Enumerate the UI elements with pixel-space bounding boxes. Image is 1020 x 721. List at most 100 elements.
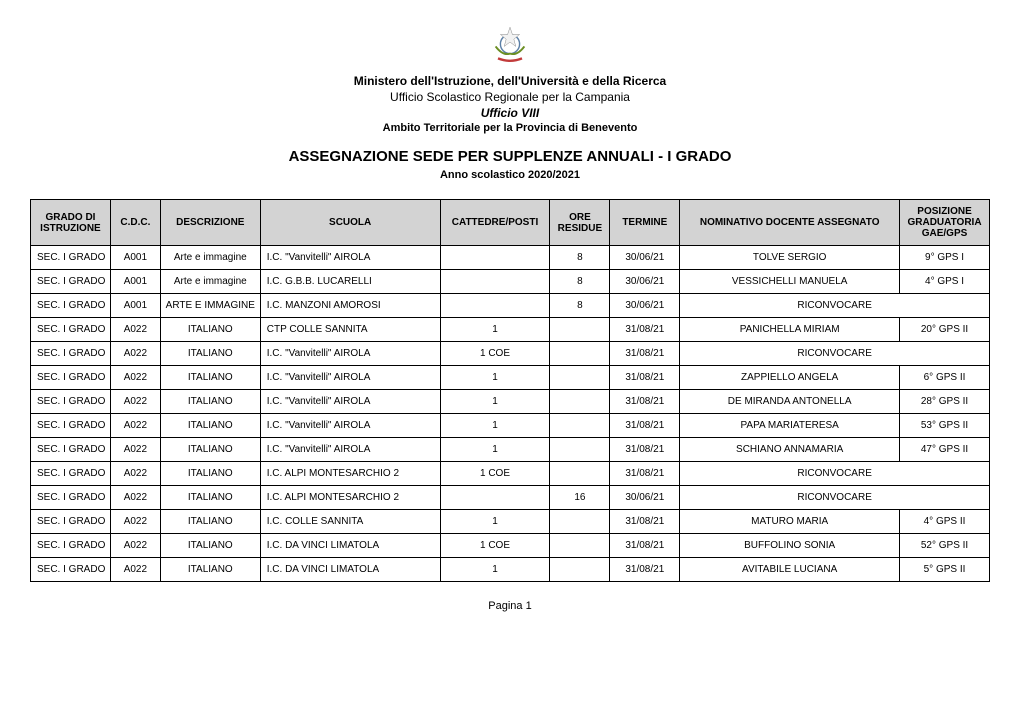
table-cell: 31/08/21 xyxy=(610,462,680,486)
assignments-table: GRADO DI ISTRUZIONE C.D.C. DESCRIZIONE S… xyxy=(30,199,990,582)
table-cell: ITALIANO xyxy=(160,318,260,342)
col-header-ore: ORE RESIDUE xyxy=(550,200,610,246)
table-cell: ITALIANO xyxy=(160,390,260,414)
table-cell: I.C. "Vanvitelli" AIROLA xyxy=(260,342,440,366)
table-cell: 30/06/21 xyxy=(610,246,680,270)
table-cell: VESSICHELLI MANUELA xyxy=(680,270,900,294)
table-cell: A022 xyxy=(110,342,160,366)
table-cell: ITALIANO xyxy=(160,534,260,558)
table-cell: 20° GPS II xyxy=(900,318,990,342)
table-header: GRADO DI ISTRUZIONE C.D.C. DESCRIZIONE S… xyxy=(31,200,990,246)
table-cell: SEC. I GRADO xyxy=(31,438,111,462)
table-cell: 9° GPS I xyxy=(900,246,990,270)
col-header-grado: GRADO DI ISTRUZIONE xyxy=(31,200,111,246)
table-cell: A022 xyxy=(110,510,160,534)
table-cell: 28° GPS II xyxy=(900,390,990,414)
table-row: SEC. I GRADOA022ITALIANOI.C. "Vanvitelli… xyxy=(31,414,990,438)
table-cell: 1 COE xyxy=(440,534,550,558)
table-cell: I.C. "Vanvitelli" AIROLA xyxy=(260,438,440,462)
table-cell: 5° GPS II xyxy=(900,558,990,582)
table-cell: I.C. ALPI MONTESARCHIO 2 xyxy=(260,486,440,510)
table-row: SEC. I GRADOA022ITALIANOI.C. "Vanvitelli… xyxy=(31,366,990,390)
ministry-name: Ministero dell'Istruzione, dell'Universi… xyxy=(30,74,990,88)
table-cell: SEC. I GRADO xyxy=(31,510,111,534)
table-cell: 31/08/21 xyxy=(610,558,680,582)
table-cell: ITALIANO xyxy=(160,462,260,486)
table-cell: 31/08/21 xyxy=(610,318,680,342)
table-cell xyxy=(550,558,610,582)
table-cell: 6° GPS II xyxy=(900,366,990,390)
table-cell: SEC. I GRADO xyxy=(31,270,111,294)
table-cell: 1 COE xyxy=(440,462,550,486)
table-cell xyxy=(440,270,550,294)
table-cell: I.C. MANZONI AMOROSI xyxy=(260,294,440,318)
table-row: SEC. I GRADOA001Arte e immagineI.C. "Van… xyxy=(31,246,990,270)
table-cell: SEC. I GRADO xyxy=(31,558,111,582)
table-cell: I.C. DA VINCI LIMATOLA xyxy=(260,558,440,582)
table-cell: I.C. ALPI MONTESARCHIO 2 xyxy=(260,462,440,486)
table-cell: 30/06/21 xyxy=(610,270,680,294)
table-cell xyxy=(550,534,610,558)
table-cell-merged: RICONVOCARE xyxy=(680,462,990,486)
table-cell xyxy=(550,510,610,534)
table-row: SEC. I GRADOA022ITALIANOI.C. ALPI MONTES… xyxy=(31,486,990,510)
table-cell: ZAPPIELLO ANGELA xyxy=(680,366,900,390)
table-cell xyxy=(440,486,550,510)
table-cell: 8 xyxy=(550,270,610,294)
table-cell: PAPA MARIATERESA xyxy=(680,414,900,438)
table-cell: 4° GPS I xyxy=(900,270,990,294)
territorial-ambit: Ambito Territoriale per la Provincia di … xyxy=(30,122,990,134)
table-cell: ITALIANO xyxy=(160,486,260,510)
table-cell: 1 xyxy=(440,438,550,462)
table-cell: TOLVE SERGIO xyxy=(680,246,900,270)
table-row: SEC. I GRADOA022ITALIANOCTP COLLE SANNIT… xyxy=(31,318,990,342)
col-header-scuola: SCUOLA xyxy=(260,200,440,246)
table-cell: 30/06/21 xyxy=(610,486,680,510)
table-cell: A022 xyxy=(110,438,160,462)
table-cell xyxy=(550,390,610,414)
table-cell xyxy=(550,438,610,462)
table-cell: 1 COE xyxy=(440,342,550,366)
table-cell: I.C. "Vanvitelli" AIROLA xyxy=(260,246,440,270)
table-cell: CTP COLLE SANNITA xyxy=(260,318,440,342)
table-cell: SEC. I GRADO xyxy=(31,318,111,342)
table-cell: 16 xyxy=(550,486,610,510)
col-header-termine: TERMINE xyxy=(610,200,680,246)
table-cell: SEC. I GRADO xyxy=(31,342,111,366)
table-cell xyxy=(440,294,550,318)
document-title: ASSEGNAZIONE SEDE PER SUPPLENZE ANNUALI … xyxy=(30,148,990,165)
document-header: Ministero dell'Istruzione, dell'Universi… xyxy=(30,20,990,181)
table-cell: 31/08/21 xyxy=(610,390,680,414)
table-cell: Arte e immagine xyxy=(160,270,260,294)
table-cell-merged: RICONVOCARE xyxy=(680,486,990,510)
table-cell: SEC. I GRADO xyxy=(31,486,111,510)
table-cell: SEC. I GRADO xyxy=(31,294,111,318)
table-cell: A022 xyxy=(110,462,160,486)
table-cell: DE MIRANDA ANTONELLA xyxy=(680,390,900,414)
table-cell: A001 xyxy=(110,246,160,270)
italian-emblem-icon xyxy=(486,20,534,68)
col-header-cdc: C.D.C. xyxy=(110,200,160,246)
table-cell: I.C. DA VINCI LIMATOLA xyxy=(260,534,440,558)
table-cell: 53° GPS II xyxy=(900,414,990,438)
table-cell: I.C. "Vanvitelli" AIROLA xyxy=(260,366,440,390)
regional-office: Ufficio Scolastico Regionale per la Camp… xyxy=(30,90,990,104)
table-cell: SEC. I GRADO xyxy=(31,246,111,270)
table-cell: A022 xyxy=(110,534,160,558)
table-cell: 31/08/21 xyxy=(610,510,680,534)
table-cell: 31/08/21 xyxy=(610,366,680,390)
table-cell: A022 xyxy=(110,414,160,438)
table-cell: PANICHELLA MIRIAM xyxy=(680,318,900,342)
table-row: SEC. I GRADOA022ITALIANOI.C. "Vanvitelli… xyxy=(31,438,990,462)
table-cell-merged: RICONVOCARE xyxy=(680,342,990,366)
table-cell: 31/08/21 xyxy=(610,534,680,558)
table-cell: ITALIANO xyxy=(160,510,260,534)
table-cell xyxy=(550,462,610,486)
table-cell: 31/08/21 xyxy=(610,342,680,366)
table-cell: 1 xyxy=(440,558,550,582)
table-row: SEC. I GRADOA022ITALIANOI.C. COLLE SANNI… xyxy=(31,510,990,534)
col-header-descrizione: DESCRIZIONE xyxy=(160,200,260,246)
table-cell: 1 xyxy=(440,390,550,414)
table-cell: A022 xyxy=(110,486,160,510)
table-row: SEC. I GRADOA001ARTE E IMMAGINEI.C. MANZ… xyxy=(31,294,990,318)
